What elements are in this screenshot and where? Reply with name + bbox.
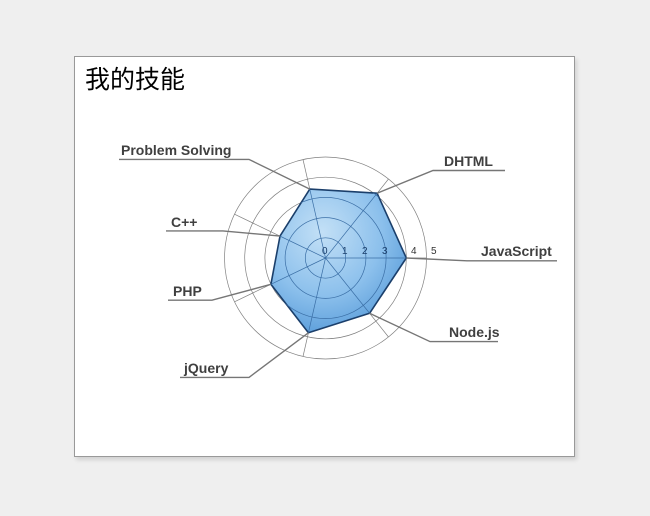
svg-text:jQuery: jQuery [183,360,229,376]
svg-text:1: 1 [342,246,348,257]
svg-text:DHTML: DHTML [444,153,493,169]
svg-text:Node.js: Node.js [449,324,500,340]
svg-text:0: 0 [322,246,328,257]
svg-text:Problem Solving: Problem Solving [121,142,231,158]
svg-text:3: 3 [382,246,388,257]
svg-text:C++: C++ [171,214,197,230]
svg-text:4: 4 [411,246,417,257]
svg-text:JavaScript: JavaScript [481,243,552,259]
svg-text:5: 5 [431,246,437,257]
svg-text:PHP: PHP [173,283,202,299]
svg-text:2: 2 [362,246,368,257]
